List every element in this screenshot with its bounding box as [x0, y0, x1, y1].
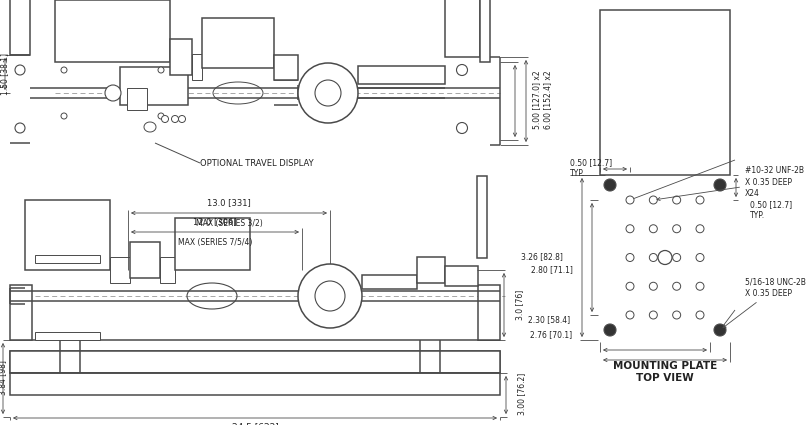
Circle shape — [178, 116, 185, 122]
Bar — [10, 351, 500, 373]
Circle shape — [696, 253, 704, 261]
Circle shape — [15, 65, 25, 75]
Text: 3.0 [76]: 3.0 [76] — [515, 290, 525, 320]
Circle shape — [626, 253, 634, 261]
Text: 13.0 [331]: 13.0 [331] — [207, 198, 251, 207]
Bar — [10, 373, 500, 395]
Circle shape — [604, 179, 616, 191]
Text: 1.50 [38.1]: 1.50 [38.1] — [1, 53, 10, 95]
Circle shape — [672, 253, 680, 261]
Bar — [10, 0, 30, 55]
Bar — [478, 285, 500, 340]
Circle shape — [696, 196, 704, 204]
Bar — [25, 200, 110, 270]
Circle shape — [672, 196, 680, 204]
Bar — [274, 55, 298, 80]
Bar — [35, 255, 100, 263]
Bar — [202, 18, 274, 68]
Circle shape — [315, 80, 341, 106]
Text: MOUNTING PLATE
TOP VIEW: MOUNTING PLATE TOP VIEW — [613, 361, 717, 383]
Circle shape — [658, 250, 672, 264]
Bar — [170, 39, 192, 75]
Circle shape — [626, 196, 634, 204]
Circle shape — [696, 282, 704, 290]
Circle shape — [672, 311, 680, 319]
Bar — [10, 351, 500, 373]
Circle shape — [457, 65, 467, 76]
Circle shape — [714, 179, 726, 191]
Text: 0.50 [12.7]
TYP.: 0.50 [12.7] TYP. — [570, 158, 612, 178]
Text: 12.0 [306]: 12.0 [306] — [194, 217, 237, 226]
Text: 3.84 [98]: 3.84 [98] — [0, 360, 7, 395]
Bar — [480, 0, 490, 62]
Text: OPTIONAL TRAVEL DISPLAY: OPTIONAL TRAVEL DISPLAY — [200, 159, 313, 167]
Text: #10-32 UNF-2B
X 0.35 DEEP
X24: #10-32 UNF-2B X 0.35 DEEP X24 — [657, 167, 804, 201]
Text: 2.80 [71.1]: 2.80 [71.1] — [531, 266, 573, 275]
Circle shape — [650, 253, 658, 261]
Bar — [130, 242, 160, 278]
Circle shape — [105, 85, 121, 101]
Circle shape — [672, 225, 680, 233]
Bar — [127, 88, 147, 110]
Circle shape — [604, 324, 616, 336]
Bar — [477, 176, 487, 258]
Circle shape — [650, 311, 658, 319]
Circle shape — [626, 311, 634, 319]
Bar — [358, 66, 445, 84]
Bar — [110, 257, 130, 283]
Circle shape — [298, 63, 358, 123]
Bar — [600, 10, 730, 175]
Circle shape — [650, 196, 658, 204]
Circle shape — [315, 281, 345, 311]
Bar — [55, 0, 170, 62]
Bar — [445, 0, 480, 57]
Text: 3.26 [82.8]: 3.26 [82.8] — [521, 252, 563, 261]
Circle shape — [457, 122, 467, 133]
Text: 2.76 [70.1]: 2.76 [70.1] — [530, 331, 572, 340]
Text: 0.50 [12.7]
TYP.: 0.50 [12.7] TYP. — [750, 200, 792, 220]
Circle shape — [158, 67, 164, 73]
Bar — [192, 54, 202, 80]
Circle shape — [714, 324, 726, 336]
Circle shape — [15, 123, 25, 133]
Text: 6.00 [152.4] x2: 6.00 [152.4] x2 — [544, 71, 552, 129]
Text: MAX (SERIES 3/2): MAX (SERIES 3/2) — [196, 219, 262, 228]
Circle shape — [172, 116, 178, 122]
Circle shape — [672, 282, 680, 290]
Text: 5/16-18 UNC-2B
X 0.35 DEEP: 5/16-18 UNC-2B X 0.35 DEEP — [723, 278, 806, 328]
Circle shape — [158, 113, 164, 119]
Bar — [175, 218, 250, 270]
Bar — [120, 67, 188, 105]
Circle shape — [650, 282, 658, 290]
Bar — [445, 266, 478, 286]
Bar — [10, 285, 32, 340]
Text: 2.30 [58.4]: 2.30 [58.4] — [528, 315, 570, 325]
Circle shape — [626, 225, 634, 233]
Bar — [362, 275, 417, 289]
Circle shape — [298, 264, 362, 328]
Circle shape — [696, 311, 704, 319]
Bar — [35, 332, 100, 340]
Text: 3.00 [76.2]: 3.00 [76.2] — [518, 373, 526, 415]
Bar — [160, 257, 175, 283]
Circle shape — [61, 67, 67, 73]
Circle shape — [696, 225, 704, 233]
Text: 5.00 [127.0] x2: 5.00 [127.0] x2 — [532, 71, 542, 129]
Bar — [417, 257, 445, 283]
Circle shape — [650, 225, 658, 233]
Text: MAX (SERIES 7/5/4): MAX (SERIES 7/5/4) — [178, 238, 252, 247]
Circle shape — [61, 113, 67, 119]
Text: 24.5 [622]: 24.5 [622] — [232, 422, 279, 425]
Circle shape — [626, 282, 634, 290]
Circle shape — [161, 116, 168, 122]
